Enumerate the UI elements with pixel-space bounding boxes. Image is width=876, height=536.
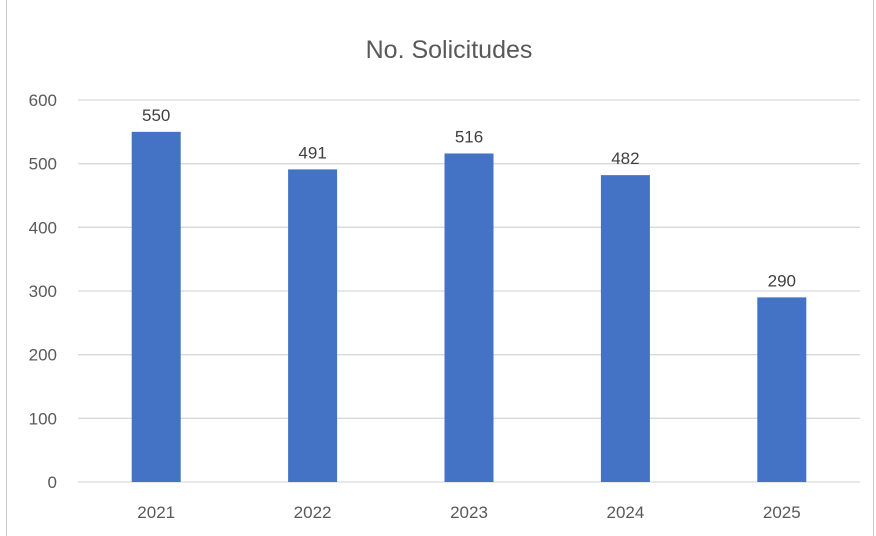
bar-2022 (288, 169, 338, 482)
bar-2025 (757, 297, 807, 482)
chart-title: No. Solicitudes (366, 36, 533, 64)
x-tick-label-2025: 2025 (763, 503, 801, 522)
data-labels: 550 491 516 482 290 (142, 106, 796, 291)
y-tick-label: 100 (29, 409, 57, 428)
y-tick-label: 200 (29, 346, 57, 365)
y-axis-ticks: 0 100 200 300 400 500 600 (29, 91, 57, 492)
data-label-2021: 550 (142, 106, 170, 125)
data-label-2023: 516 (455, 127, 483, 146)
y-tick-label: 300 (29, 282, 57, 301)
data-label-2025: 290 (768, 271, 796, 290)
x-axis-ticks: 2021 2022 2023 2024 2025 (137, 503, 800, 522)
data-label-2022: 491 (298, 143, 326, 162)
x-tick-label-2021: 2021 (137, 503, 175, 522)
bar-2021 (131, 131, 181, 483)
bars (131, 131, 807, 483)
y-tick-label: 400 (29, 218, 57, 237)
y-tick-label: 600 (29, 91, 57, 110)
data-label-2024: 482 (611, 149, 639, 168)
y-tick-label: 0 (48, 473, 57, 492)
bar-2023 (444, 153, 494, 483)
x-tick-label-2024: 2024 (606, 503, 644, 522)
x-tick-label-2022: 2022 (294, 503, 332, 522)
y-tick-label: 500 (29, 155, 57, 174)
bar-2024 (600, 175, 650, 483)
x-tick-label-2023: 2023 (450, 503, 488, 522)
